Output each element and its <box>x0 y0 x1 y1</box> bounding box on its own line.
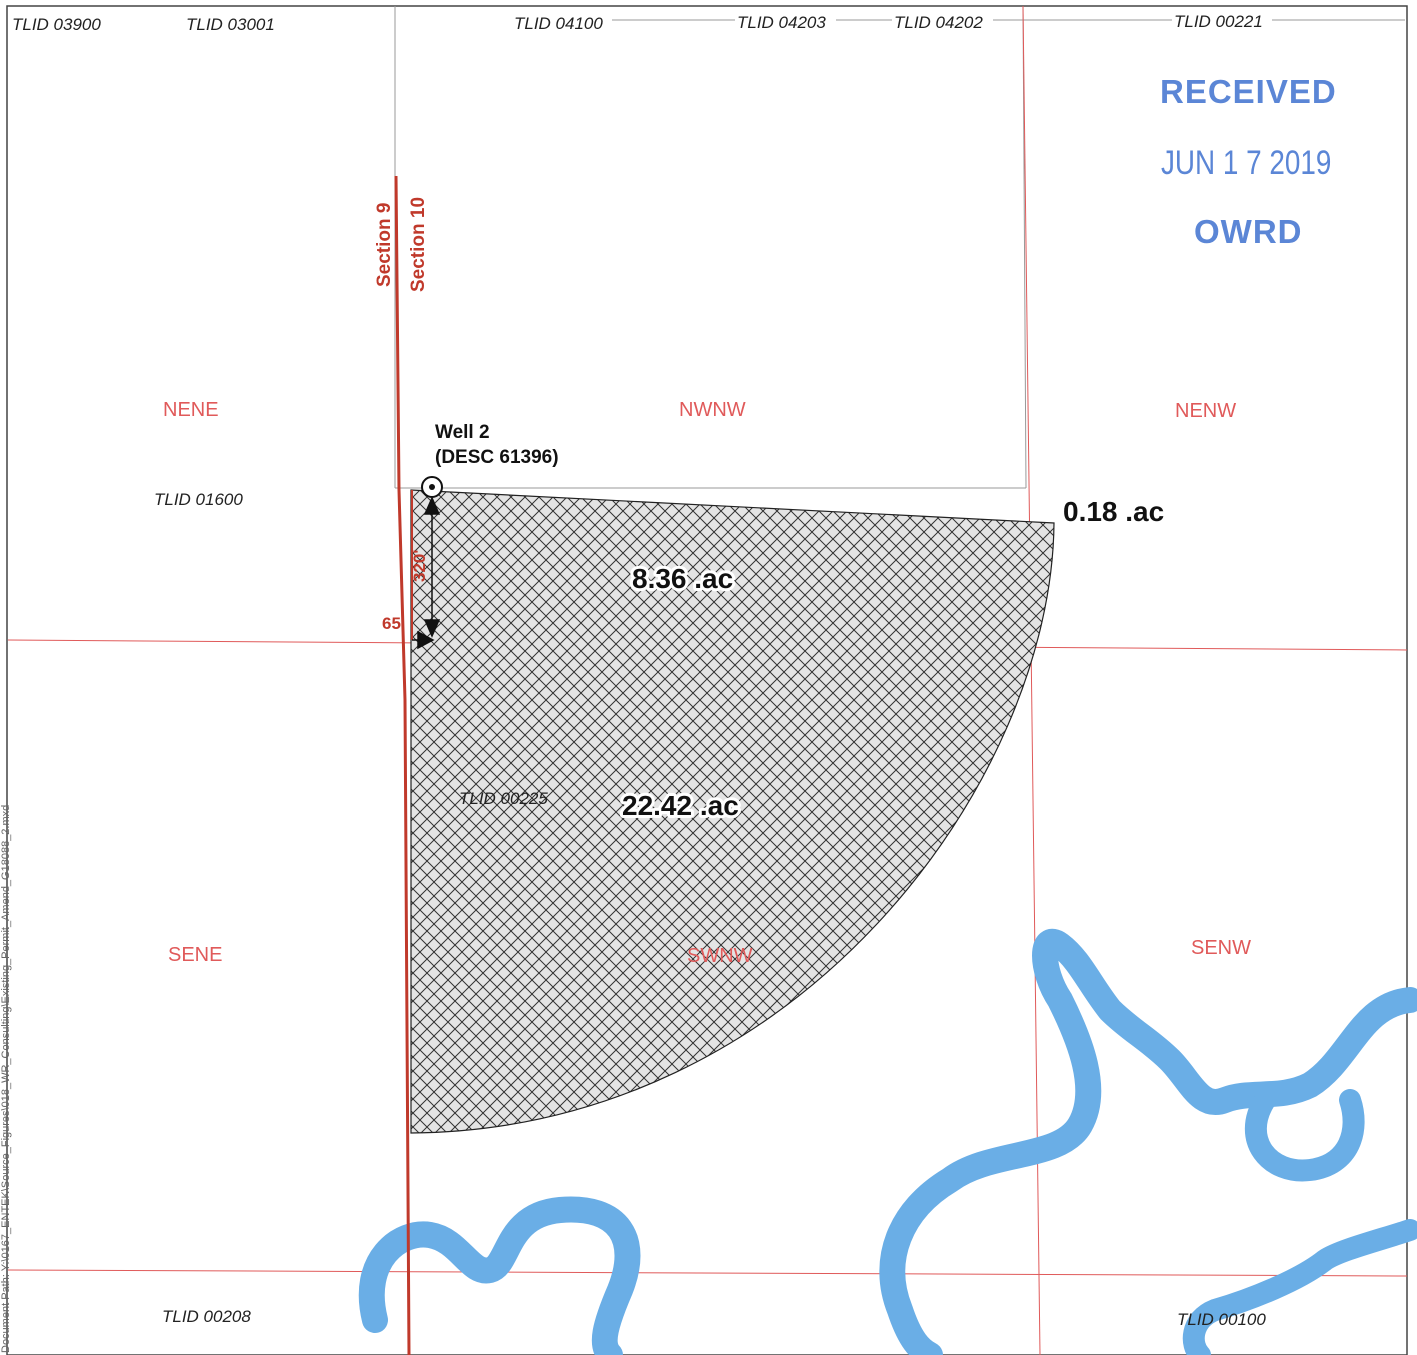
taxlot-label: TLID 03900 <box>12 15 101 34</box>
stamp-line-3: OWRD <box>1194 213 1302 250</box>
taxlot-label: TLID 01600 <box>154 490 243 509</box>
qq-labels: NENE NWNW NENW SENE SWNW SENW <box>163 399 1251 967</box>
section-label-left: Section 9 <box>374 203 395 287</box>
qq-label: NWNW <box>679 399 746 421</box>
river <box>358 928 1417 1355</box>
qq-label: SENE <box>168 944 222 966</box>
qq-label: SWNW <box>687 945 753 967</box>
qq-label: NENW <box>1175 400 1236 422</box>
stamp-line-2: JUN 1 7 2019 <box>1161 143 1331 181</box>
place-of-use-area <box>410 489 1055 1134</box>
acreage-outside: 0.18 .ac <box>1063 496 1164 527</box>
taxlot-label: TLID 00225 <box>459 789 548 808</box>
river-channel-south <box>358 1196 641 1355</box>
qq-label: NENE <box>163 399 219 421</box>
section-line <box>394 175 411 1355</box>
taxlot-label: TLID 00221 <box>1174 12 1263 31</box>
taxlot-labels: TLID 03900 TLID 03001 TLID 04100 TLID 04… <box>12 12 1266 1329</box>
map-frame <box>6 5 1408 1355</box>
taxlot-label: TLID 04202 <box>894 13 983 32</box>
received-stamp: RECEIVED JUN 1 7 2019 OWRD <box>1160 73 1337 250</box>
stamp-line-1: RECEIVED <box>1160 73 1337 110</box>
taxlot-label: TLID 04203 <box>737 13 826 32</box>
dimension-vertical-label: 320' <box>410 550 429 582</box>
qq-label: SENW <box>1191 937 1251 959</box>
dimension-marks <box>412 496 441 650</box>
river-loop-east <box>1244 1089 1365 1182</box>
taxlot-label: TLID 03001 <box>186 15 275 34</box>
well-name: Well 2 <box>435 422 490 443</box>
river-bend-se <box>1182 1219 1417 1355</box>
dimension-horizontal-label: 65' <box>382 614 405 633</box>
taxlot-label: TLID 00208 <box>162 1307 251 1326</box>
acreage-south: 22.42 .ac <box>622 790 739 821</box>
taxlot-label: TLID 00100 <box>1177 1310 1266 1329</box>
well-symbol-icon <box>421 476 443 498</box>
acreage-north: 8.36 .ac <box>632 563 733 594</box>
section-label-right: Section 10 <box>408 197 429 292</box>
taxlot-label: TLID 04100 <box>514 14 603 33</box>
river-channel-east <box>879 928 1417 1355</box>
document-path: Document Path: Y:\0167_ENTEK\Source_Figu… <box>0 805 12 1353</box>
well-id: (DESC 61396) <box>435 447 559 468</box>
